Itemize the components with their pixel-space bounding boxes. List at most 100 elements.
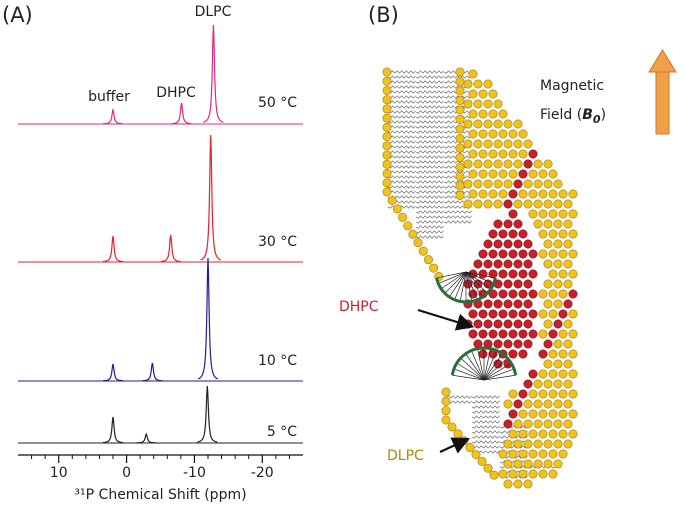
rim-tail — [465, 271, 478, 300]
dhpc-head — [488, 329, 498, 339]
dlpc-head — [503, 119, 513, 129]
dlpc-head — [498, 169, 508, 179]
dhpc-head — [483, 319, 493, 329]
dlpc-head — [503, 179, 513, 189]
dlpc-head — [465, 443, 475, 453]
dlpc-head — [563, 219, 573, 229]
lipid-tail — [415, 200, 444, 204]
lipid-tail — [415, 130, 444, 134]
dlpc-head — [518, 429, 528, 439]
dhpc-head — [508, 349, 518, 359]
dlpc-head — [568, 309, 578, 319]
dlpc-head — [548, 269, 558, 279]
lipid-tail — [387, 85, 416, 89]
dlpc-head — [543, 299, 553, 309]
rim-tail — [453, 368, 485, 381]
dlpc-head — [538, 329, 548, 339]
lipid-tail — [387, 205, 416, 209]
dlpc-head — [423, 255, 433, 265]
lipid-tail — [471, 400, 500, 404]
dlpc-head — [523, 419, 533, 429]
dlpc-head — [528, 209, 538, 219]
dlpc-head — [455, 191, 465, 201]
dlpc-head — [382, 159, 392, 169]
dlpc-head — [468, 69, 478, 79]
dlpc-head — [483, 139, 493, 149]
lipid-tail — [471, 405, 500, 409]
dlpc-head — [533, 459, 543, 469]
rim-tail — [452, 374, 485, 381]
dlpc-head — [553, 279, 563, 289]
dlpc-head — [568, 349, 578, 359]
peak — [102, 416, 124, 444]
dlpc-head — [453, 429, 463, 439]
dhpc-head — [503, 419, 513, 429]
dlpc-head — [523, 399, 533, 409]
dlpc-head — [413, 238, 423, 248]
dlpc-head — [488, 129, 498, 139]
dlpc-head — [528, 409, 538, 419]
dhpc-head — [528, 329, 538, 339]
dlpc-head — [543, 379, 553, 389]
dlpc-head — [468, 89, 478, 99]
dhpc-head — [493, 319, 503, 329]
lipid-tail — [415, 170, 444, 174]
dhpc-head — [518, 229, 528, 239]
rim-edge — [450, 346, 518, 376]
dlpc-head — [568, 409, 578, 419]
dhpc-head — [558, 309, 568, 319]
rim-edge — [435, 277, 497, 304]
dlpc-head — [558, 409, 568, 419]
dlpc-head — [455, 67, 465, 77]
dlpc-head — [523, 459, 533, 469]
dlpc-head — [558, 369, 568, 379]
dhpc-head — [518, 389, 528, 399]
dlpc-head — [533, 419, 543, 429]
dlpc-head — [568, 269, 578, 279]
dhpc-head — [568, 289, 578, 299]
dlpc-head — [538, 189, 548, 199]
lipid-tail — [415, 210, 444, 214]
dhpc-head — [518, 329, 528, 339]
dlpc-head — [455, 77, 465, 87]
dlpc-head — [382, 141, 392, 151]
dlpc-head — [513, 159, 523, 169]
dlpc-head — [523, 439, 533, 449]
lipid-tail — [387, 95, 416, 99]
dhpc-head — [493, 299, 503, 309]
lipid-tail — [415, 115, 444, 119]
dlpc-head — [533, 379, 543, 389]
peak — [102, 363, 124, 382]
dlpc-head — [518, 149, 528, 159]
dlpc-head — [568, 249, 578, 259]
dhpc-head — [538, 349, 548, 359]
dlpc-head — [478, 189, 488, 199]
rim-tail — [465, 271, 494, 284]
dlpc-head — [513, 199, 523, 209]
rim-tail — [438, 271, 467, 284]
dlpc-head — [418, 246, 428, 256]
lipid-tail — [415, 225, 444, 229]
peak — [160, 234, 181, 263]
lipid-tail — [387, 175, 416, 179]
dlpc-head — [558, 349, 568, 359]
lipid-tail — [443, 395, 472, 399]
dlpc-head — [513, 479, 523, 489]
lipid-tail — [387, 155, 416, 159]
dlpc-head — [558, 389, 568, 399]
lipid-tail — [415, 195, 444, 199]
dlpc-head — [563, 399, 573, 409]
dlpc-head — [528, 429, 538, 439]
lipid-tail — [471, 445, 500, 449]
dlpc-head — [523, 199, 533, 209]
dlpc-head — [508, 429, 518, 439]
dlpc-head — [518, 469, 528, 479]
dhpc-head — [468, 309, 478, 319]
dlpc-head — [382, 169, 392, 179]
dhpc-head — [488, 309, 498, 319]
rim-tail — [449, 271, 467, 298]
dhpc-head — [523, 319, 533, 329]
lipid-tail — [415, 165, 444, 169]
dhpc-head — [508, 329, 518, 339]
dlpc-head — [538, 309, 548, 319]
